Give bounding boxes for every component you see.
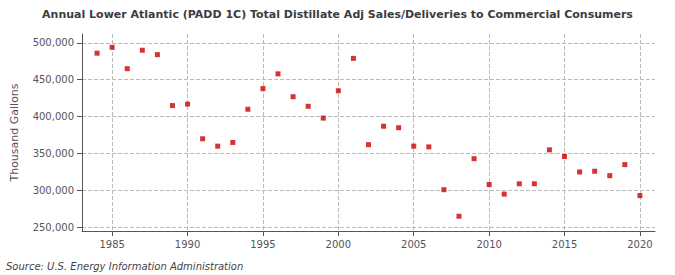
svg-text:Source: U.S. Energy Informatio: Source: U.S. Energy Information Administ… [6,261,243,272]
svg-text:Annual Lower Atlantic (PADD 1C: Annual Lower Atlantic (PADD 1C) Total Di… [42,8,633,21]
svg-text:450,000: 450,000 [33,74,74,85]
svg-text:250,000: 250,000 [33,222,74,233]
svg-text:1985: 1985 [99,239,124,250]
svg-text:500,000: 500,000 [33,37,74,48]
svg-text:2010: 2010 [476,239,501,250]
svg-text:Thousand Gallons: Thousand Gallons [8,83,21,182]
svg-text:300,000: 300,000 [33,185,74,196]
svg-text:2005: 2005 [401,239,426,250]
svg-text:400,000: 400,000 [33,111,74,122]
svg-text:1990: 1990 [175,239,200,250]
svg-text:2020: 2020 [627,239,652,250]
svg-text:350,000: 350,000 [33,148,74,159]
svg-text:2000: 2000 [326,239,351,250]
svg-text:1995: 1995 [250,239,275,250]
svg-text:2015: 2015 [552,239,577,250]
